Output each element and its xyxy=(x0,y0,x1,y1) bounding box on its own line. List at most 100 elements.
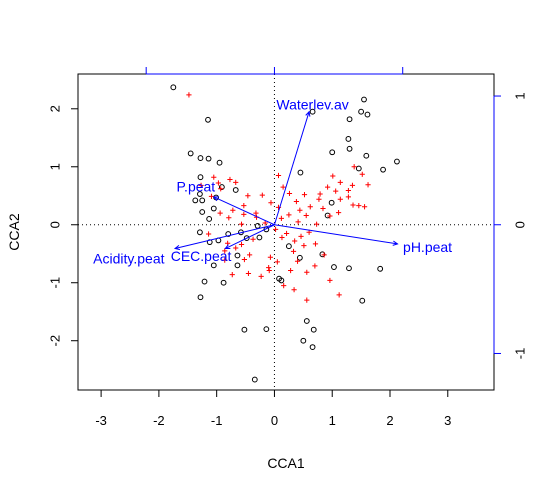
top-secondary-axis xyxy=(145,67,404,75)
species-point xyxy=(345,187,351,194)
species-point xyxy=(337,196,343,202)
species-point xyxy=(316,196,322,202)
species-point xyxy=(208,193,215,199)
site-point xyxy=(263,326,270,333)
species-point xyxy=(218,186,224,192)
y-tick-label: -2 xyxy=(47,335,62,347)
site-point xyxy=(297,169,304,176)
species-point xyxy=(274,259,280,265)
species-point xyxy=(345,194,351,200)
site-point xyxy=(377,265,384,272)
species-point xyxy=(253,210,259,216)
species-point xyxy=(245,193,251,199)
species-point xyxy=(281,283,287,289)
site-point xyxy=(197,174,204,181)
site-point xyxy=(256,234,263,241)
species-point xyxy=(250,236,256,242)
site-point xyxy=(309,344,316,350)
site-point xyxy=(197,229,203,236)
species-point xyxy=(226,215,232,221)
species-point xyxy=(230,207,236,213)
species-point xyxy=(259,192,265,198)
site-point xyxy=(170,84,177,91)
species-point xyxy=(330,173,336,179)
species-point xyxy=(361,204,368,210)
site-point xyxy=(346,265,352,272)
species-point xyxy=(266,267,272,274)
species-point xyxy=(267,254,273,260)
species-point xyxy=(275,172,282,179)
arrow-head xyxy=(224,244,231,250)
site-point xyxy=(328,199,335,206)
site-point xyxy=(234,262,241,269)
species-point xyxy=(227,176,233,183)
environment-arrow xyxy=(174,224,275,250)
site-point xyxy=(394,158,400,165)
species-point xyxy=(297,207,303,213)
species-point xyxy=(294,258,301,264)
species-point xyxy=(321,252,327,258)
species-point xyxy=(283,230,290,237)
site-points xyxy=(170,84,400,383)
x-tick-label: 0 xyxy=(271,413,278,428)
environment-arrow xyxy=(274,224,398,245)
site-point xyxy=(241,326,248,333)
species-point xyxy=(303,212,309,219)
species-point xyxy=(320,205,326,212)
site-point xyxy=(355,165,362,172)
x-tick-label: -1 xyxy=(211,413,223,428)
y-tick-label: -1 xyxy=(47,277,62,289)
site-point xyxy=(363,152,370,159)
y-tick-label: 1 xyxy=(47,163,62,170)
species-point xyxy=(333,188,339,194)
species-point xyxy=(307,204,313,210)
site-point xyxy=(285,243,292,250)
species-point xyxy=(229,272,235,278)
species-point xyxy=(266,265,272,271)
site-point xyxy=(210,262,217,269)
species-point xyxy=(233,179,239,186)
arrow-label: CEC.peat xyxy=(171,248,232,264)
species-point xyxy=(286,190,293,197)
site-point xyxy=(319,251,326,258)
species-point xyxy=(304,297,310,303)
right-tick-label: -1 xyxy=(512,348,527,360)
species-point xyxy=(336,292,342,298)
species-point xyxy=(211,174,217,180)
site-point xyxy=(225,231,232,237)
species-point xyxy=(290,248,297,255)
species-point xyxy=(293,198,299,205)
species-point xyxy=(247,252,253,258)
site-point xyxy=(303,318,310,324)
site-point xyxy=(220,279,227,286)
species-point xyxy=(350,202,356,208)
arrow-head xyxy=(392,240,399,246)
species-point xyxy=(222,248,228,254)
species-point xyxy=(241,256,247,263)
x-tick-label: 2 xyxy=(386,413,393,428)
species-point xyxy=(312,241,319,247)
arrow-head xyxy=(305,110,311,117)
reference-lines xyxy=(78,74,494,390)
species-point xyxy=(233,245,239,251)
site-point xyxy=(197,294,204,301)
arrow-head xyxy=(212,196,219,202)
site-point xyxy=(300,337,307,344)
species-point xyxy=(356,203,362,209)
site-point xyxy=(345,136,352,142)
species-point xyxy=(325,184,331,190)
species-point xyxy=(215,180,221,186)
arrow-label: Waterlev.av xyxy=(276,97,348,113)
species-point xyxy=(238,241,245,248)
site-point xyxy=(329,149,336,156)
species-point xyxy=(301,192,308,198)
species-point xyxy=(268,200,274,206)
species-point xyxy=(278,215,284,221)
species-point xyxy=(351,164,357,170)
arrow-head xyxy=(173,244,181,251)
species-point xyxy=(295,219,301,225)
site-point xyxy=(199,209,206,215)
site-point xyxy=(218,184,225,190)
site-point xyxy=(309,108,316,115)
